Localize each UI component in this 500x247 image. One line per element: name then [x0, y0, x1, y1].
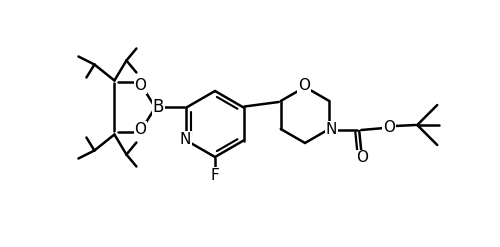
Text: B: B — [152, 99, 164, 117]
Text: O: O — [356, 150, 368, 165]
Text: F: F — [210, 167, 220, 183]
Text: O: O — [134, 122, 146, 137]
Text: O: O — [298, 78, 310, 92]
Text: O: O — [134, 78, 146, 93]
Text: O: O — [383, 120, 395, 135]
Text: N: N — [180, 132, 191, 147]
Text: N: N — [326, 122, 337, 137]
